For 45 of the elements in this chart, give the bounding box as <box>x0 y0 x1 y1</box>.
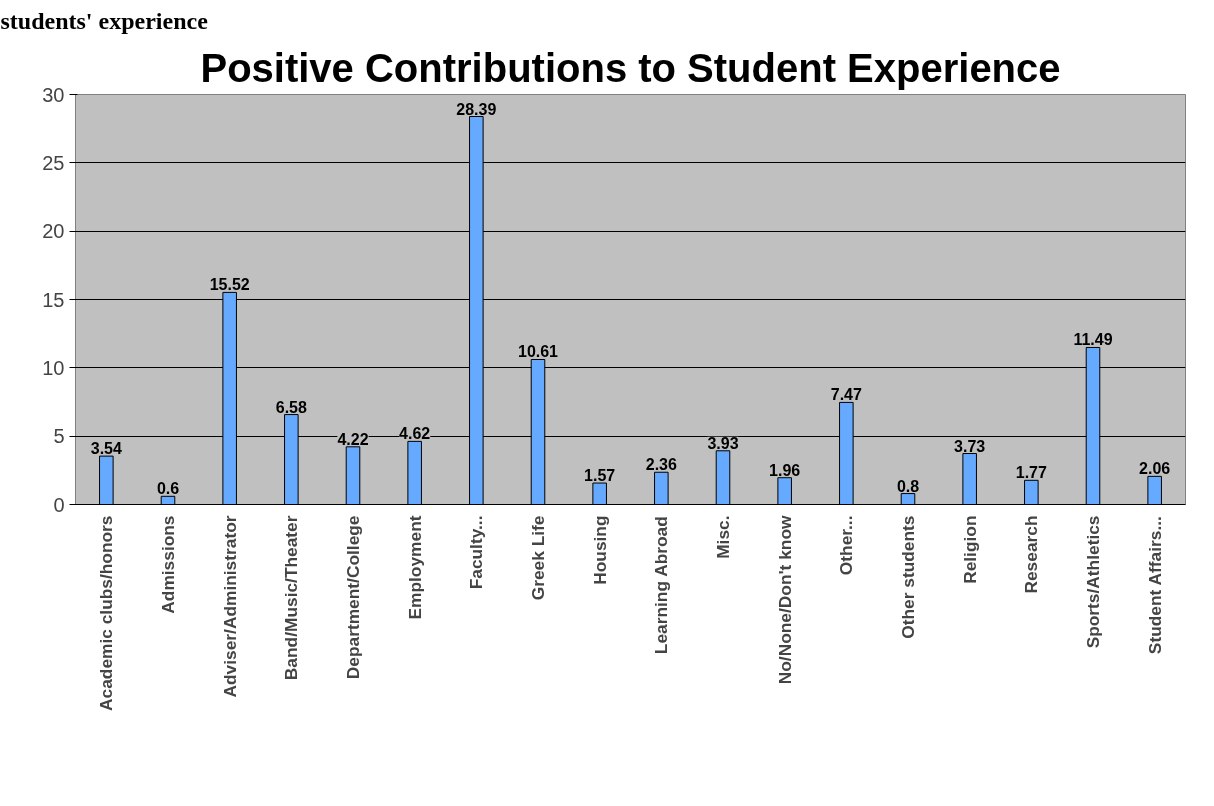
y-tick-label: 10 <box>42 356 65 379</box>
data-label: 0.6 <box>156 480 180 498</box>
data-label: 7.47 <box>830 386 863 404</box>
y-tick-label: 25 <box>42 151 65 174</box>
x-tick-label: Housing <box>589 515 610 585</box>
data-label: 3.73 <box>954 437 986 455</box>
x-tick-label: Religion <box>959 515 980 584</box>
x-tick-label: Student Affairs... <box>1144 516 1165 655</box>
y-tick-label: 20 <box>42 220 65 243</box>
x-tick-label: Greek Life <box>528 515 548 601</box>
y-tick-label: 30 <box>42 83 65 106</box>
x-tick-label: Other students <box>898 515 918 639</box>
data-label: 1.96 <box>769 461 801 479</box>
data-label: 1.57 <box>584 467 616 485</box>
data-label: 0.8 <box>896 477 920 495</box>
x-tick-label: No/None/Don't know <box>774 514 795 685</box>
data-label: 6.58 <box>275 398 308 416</box>
y-tick-label: 5 <box>53 425 65 448</box>
x-tick-label: Misc. <box>713 515 733 559</box>
data-label: 4.22 <box>337 430 369 448</box>
x-tick-label: Faculty... <box>466 515 487 590</box>
data-label: 3.93 <box>707 434 739 452</box>
chart-title: Positive Contributions to Student Experience <box>200 45 1061 90</box>
data-label: 28.39 <box>456 100 497 118</box>
data-label: 3.54 <box>90 440 123 458</box>
x-tick-label: Research <box>1021 515 1042 594</box>
x-tick-label: Adviser/Administrator <box>219 515 240 698</box>
x-tick-label: Sports/Athletics <box>1083 515 1103 649</box>
y-tick-label: 0 <box>53 493 65 516</box>
x-tick-label: Academic clubs/honors <box>96 515 117 711</box>
x-tick-label: Admissions <box>158 515 178 614</box>
data-label: 15.52 <box>209 276 250 294</box>
data-label: 4.62 <box>399 425 431 443</box>
data-label: 2.06 <box>1139 460 1171 478</box>
x-tick-label: Employment <box>404 515 425 620</box>
x-tick-label: Department/College <box>343 515 363 680</box>
x-tick-label: Learning Abroad <box>651 516 672 655</box>
y-tick-label: 15 <box>42 288 65 311</box>
text: students' experience <box>0 7 209 34</box>
data-label: 11.49 <box>1073 331 1113 349</box>
data-label: 1.77 <box>1015 464 1048 482</box>
data-label: 10.61 <box>517 343 559 361</box>
x-tick-label: Other... <box>836 515 857 576</box>
x-tick-label: Band/Music/Theater <box>281 515 302 681</box>
data-label: 2.36 <box>645 456 678 474</box>
